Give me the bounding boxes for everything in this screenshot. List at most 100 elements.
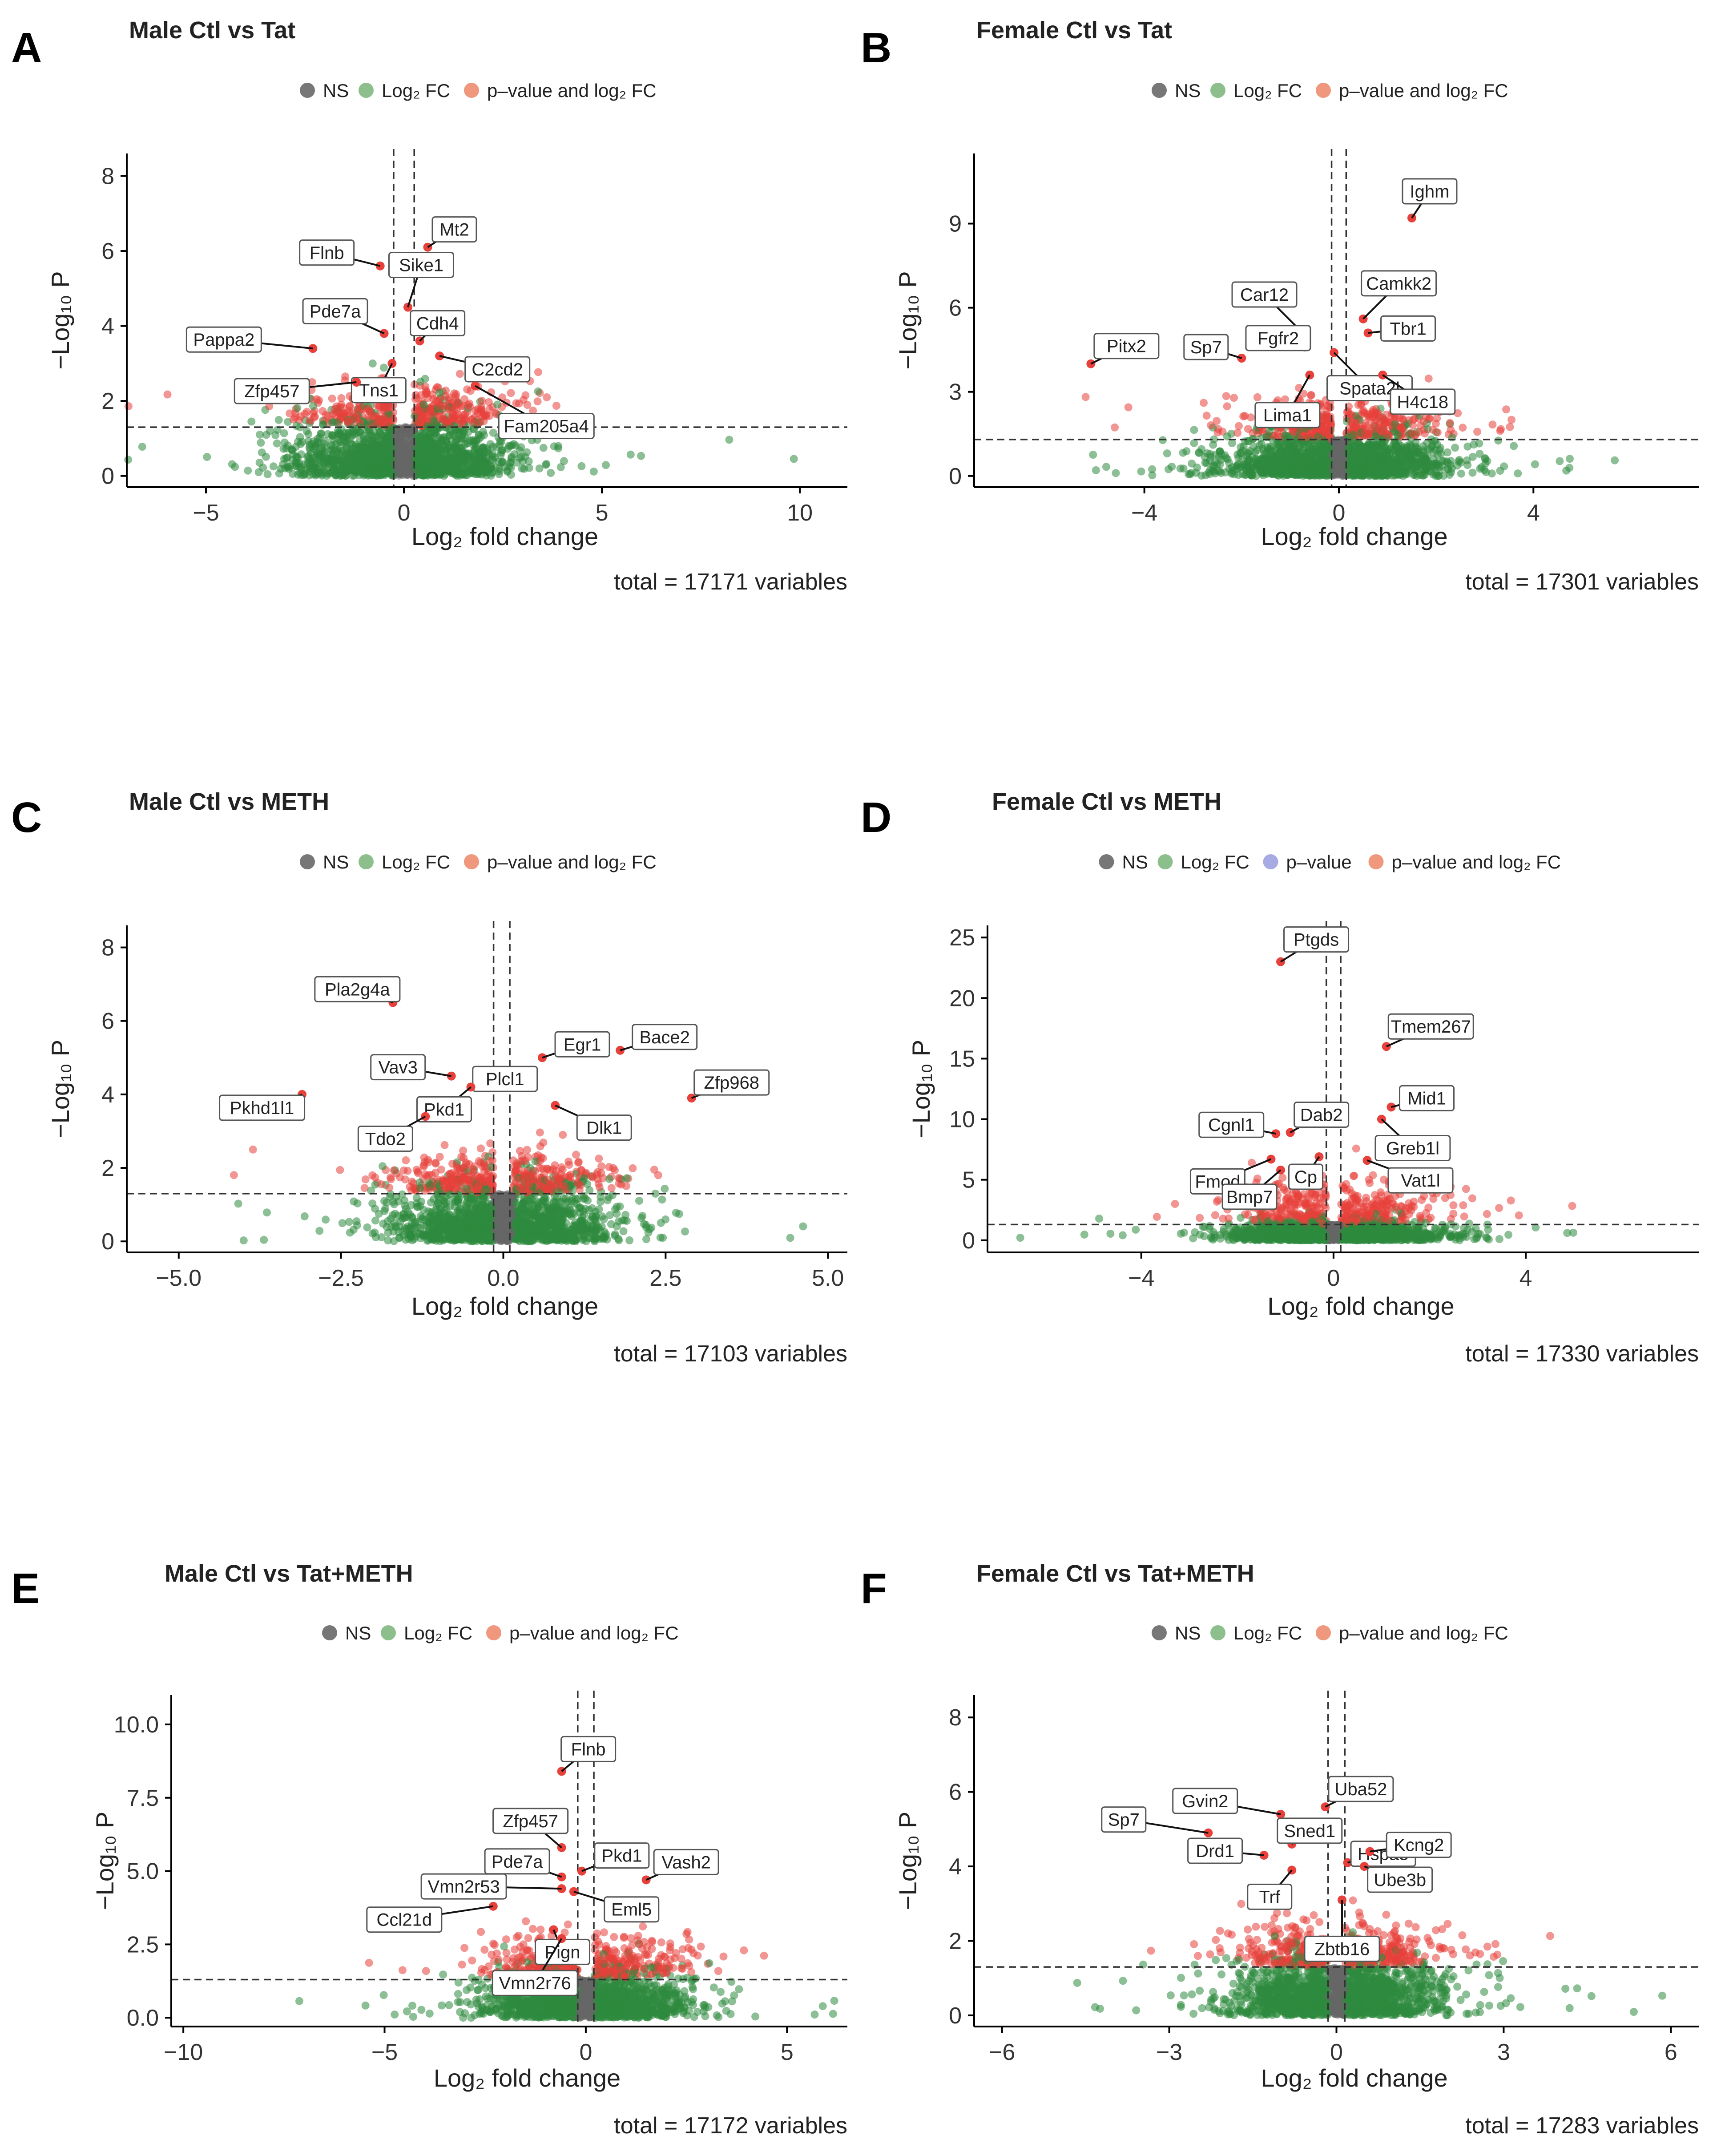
volcano-point [365, 407, 374, 416]
volcano-point [1201, 452, 1209, 461]
volcano-point [247, 417, 256, 426]
volcano-point [352, 425, 360, 433]
volcano-point [1293, 448, 1301, 456]
volcano-point [1235, 422, 1243, 430]
volcano-point [280, 429, 288, 437]
volcano-point [412, 432, 420, 440]
volcano-point [1225, 459, 1233, 467]
volcano-point [1361, 443, 1369, 451]
panel-title: Female Ctl vs Tat [976, 17, 1172, 44]
y-tick-label: 0 [949, 464, 962, 489]
volcano-point [387, 471, 396, 480]
volcano-point [254, 468, 263, 476]
y-tick-label: 9 [949, 211, 962, 237]
volcano-point [262, 452, 270, 461]
volcano-point [457, 447, 466, 455]
volcano-point [283, 453, 291, 462]
volcano-point [454, 464, 463, 473]
legend-dot [1316, 83, 1331, 98]
volcano-point [1387, 443, 1396, 451]
volcano-point [637, 452, 645, 460]
volcano-point [1350, 461, 1358, 469]
volcano-point [488, 452, 497, 461]
volcano-point [262, 431, 270, 439]
volcano-point [1379, 452, 1388, 460]
volcano-point [507, 389, 515, 397]
volcano-point [475, 431, 483, 440]
volcano-point [244, 466, 252, 475]
volcano-point [138, 443, 146, 451]
volcano-point [533, 397, 542, 406]
volcano-point [1611, 456, 1619, 464]
volcano-point [292, 452, 301, 461]
volcano-point [257, 439, 265, 447]
volcano-point [524, 457, 533, 465]
volcano-point [1263, 453, 1271, 461]
volcano-point [1200, 399, 1208, 407]
volcano-point [369, 471, 377, 479]
volcano-point [1475, 439, 1483, 448]
volcano-point [1566, 455, 1574, 463]
volcano-point [1305, 465, 1314, 474]
gene-label: Pitx2 [1107, 337, 1146, 356]
y-tick-label: 6 [101, 238, 114, 264]
volcano-point [341, 372, 350, 381]
y-tick-label: 6 [949, 295, 962, 321]
volcano-point [423, 422, 432, 430]
volcano-point [311, 470, 320, 478]
volcano-point [427, 436, 435, 445]
volcano-point [428, 460, 437, 468]
volcano-point [436, 402, 444, 410]
volcano-point [1274, 428, 1282, 436]
volcano-point [1438, 461, 1446, 470]
legend-label: NS [323, 852, 349, 872]
volcano-point [518, 464, 526, 472]
volcano-point [324, 412, 332, 420]
volcano-point [277, 464, 285, 473]
volcano-point [1124, 403, 1133, 412]
volcano-point [416, 417, 424, 426]
volcano-point [1246, 413, 1255, 422]
volcano-point [1433, 428, 1442, 436]
volcano-point [271, 431, 280, 440]
volcano-point [480, 417, 488, 425]
volcano-point [1556, 457, 1564, 465]
volcano-point [1148, 471, 1157, 480]
volcano-point [426, 406, 434, 414]
gene-label: Pappa2 [193, 330, 254, 350]
volcano-point [503, 468, 512, 476]
volcano-point [1358, 452, 1366, 460]
gene-label: Tns1 [359, 381, 399, 400]
volcano-point [489, 428, 497, 437]
volcano-point [790, 455, 798, 463]
gene-label: Cdh4 [416, 314, 459, 333]
volcano-point [374, 417, 382, 425]
volcano-point [344, 417, 352, 425]
volcano-point [725, 436, 734, 444]
volcano-point [1364, 457, 1372, 466]
volcano-point [602, 461, 610, 469]
volcano-point [343, 444, 351, 453]
volcano-point [356, 455, 364, 463]
volcano-point [369, 440, 377, 449]
volcano-point [274, 416, 283, 424]
gene-label: Mt2 [439, 220, 469, 240]
gene-label: Sp7 [1190, 338, 1222, 357]
volcano-point [1307, 391, 1316, 400]
volcano-point [346, 402, 354, 411]
volcano-point [461, 454, 469, 463]
volcano-point [331, 411, 340, 419]
volcano-point [1277, 460, 1286, 468]
volcano-point [296, 423, 304, 432]
legend: NS Log₂ FC p–value and log₂ FC [1152, 80, 1508, 101]
data-points [230, 1128, 807, 1246]
volcano-point [1374, 461, 1382, 469]
volcano-point [1459, 424, 1467, 432]
volcano-point [1296, 469, 1305, 477]
volcano-point [1190, 426, 1198, 434]
volcano-point [345, 1218, 353, 1226]
